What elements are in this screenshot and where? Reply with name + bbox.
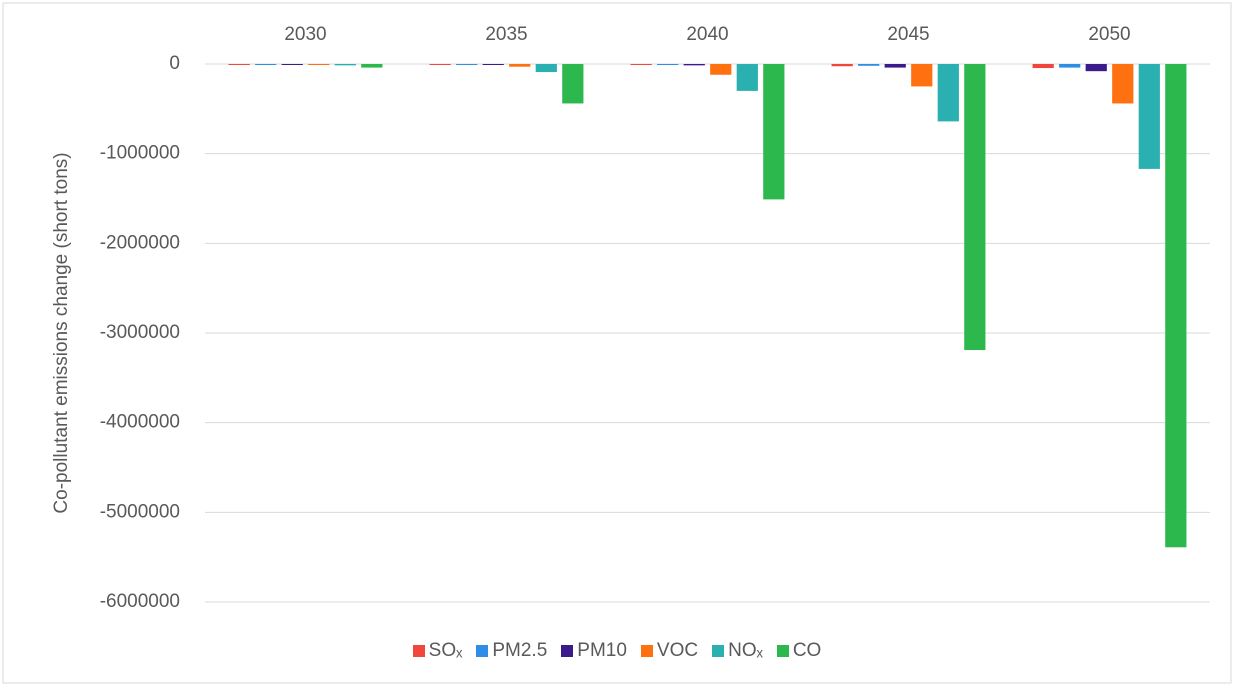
legend-item: VOC — [640, 640, 699, 662]
legend-swatch — [640, 645, 653, 657]
bar — [281, 64, 303, 65]
y-tick-label: -1000000 — [100, 143, 180, 164]
bar — [964, 64, 986, 351]
legend-swatch — [561, 645, 574, 657]
y-tick-label: -6000000 — [100, 591, 180, 612]
bar — [308, 64, 330, 65]
bar — [1165, 64, 1187, 548]
legend-item: PM2.5 — [476, 640, 547, 662]
bar — [509, 64, 531, 67]
y-tick-label: -2000000 — [100, 232, 180, 253]
y-tick-label: -4000000 — [100, 412, 180, 433]
bar — [858, 64, 880, 66]
legend-swatch — [712, 645, 725, 657]
legend-swatch — [476, 645, 489, 657]
y-tick-label: 0 — [169, 53, 180, 74]
bar — [831, 64, 853, 67]
legend-label: VOC — [656, 640, 699, 661]
legend-label: CO — [792, 640, 822, 661]
legend-label: NOₓ — [728, 640, 763, 661]
bar — [736, 64, 758, 91]
bar — [562, 64, 584, 104]
bar — [535, 64, 557, 73]
x-tick-label: 2045 — [887, 24, 929, 45]
x-tick-label: 2030 — [284, 24, 326, 45]
legend-label: SOₓ — [428, 640, 463, 661]
bar — [710, 64, 732, 75]
legend-label: PM10 — [577, 640, 627, 661]
bar — [456, 64, 478, 65]
bar — [1059, 64, 1081, 68]
bar — [763, 64, 785, 200]
legend-item: NOₓ — [712, 640, 763, 662]
legend-label: PM2.5 — [492, 640, 548, 661]
bar — [1112, 64, 1134, 104]
bar — [911, 64, 933, 87]
bar — [884, 64, 906, 68]
bar — [937, 64, 959, 122]
bar — [361, 64, 383, 68]
legend-item: SOₓ — [412, 640, 463, 662]
bar — [657, 64, 679, 65]
legend-item: CO — [776, 640, 822, 662]
bar — [334, 64, 356, 66]
y-tick-label: -5000000 — [100, 501, 180, 522]
y-axis-label: Co-pollutant emissions change (short ton… — [51, 152, 72, 513]
legend-item: PM10 — [561, 640, 627, 662]
bar — [1032, 64, 1054, 69]
y-tick-label: -3000000 — [100, 322, 180, 343]
legend-swatch — [776, 645, 789, 657]
legend-swatch — [412, 645, 425, 657]
x-tick-label: 2050 — [1088, 24, 1130, 45]
bar — [255, 64, 277, 65]
bar — [429, 64, 451, 65]
x-tick-label: 2040 — [686, 24, 728, 45]
bar — [683, 64, 705, 66]
bar — [1138, 64, 1160, 169]
bar — [630, 64, 652, 65]
x-tick-label: 2035 — [485, 24, 527, 45]
legend: SOₓ PM2.5 PM10 VOC NOₓ CO — [0, 640, 1234, 662]
bar — [228, 64, 250, 65]
bar — [1085, 64, 1107, 72]
bar — [482, 64, 504, 65]
